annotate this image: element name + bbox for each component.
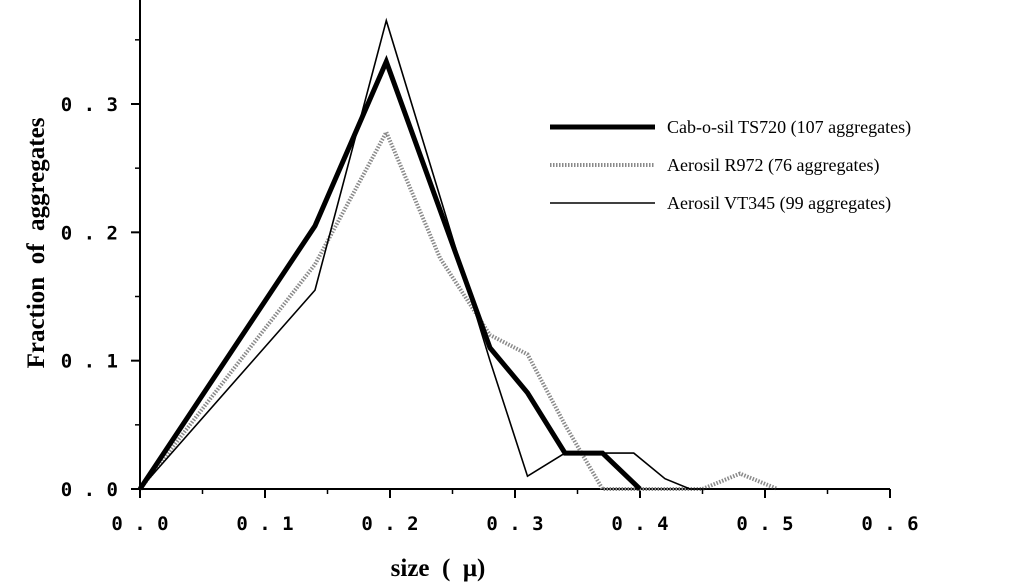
x-tick-label: 0 . 3	[486, 513, 543, 535]
y-tick-label: 0 . 0	[61, 479, 118, 501]
series-line	[139, 17, 859, 490]
axes: 0 . 0 0 . 1 0 . 2 0 . 3 0 . 4 0 . 5 0 . 6 0 . …	[61, 0, 919, 535]
x-ticks: 0 . 0 0 . 1 0 . 2 0 . 3 0 . 4 0 . 5 0 . 6	[111, 489, 919, 535]
y-tick-label: 0 . 2	[61, 222, 118, 244]
series-line	[137, 54, 642, 491]
y-tick-label: 0 . 1	[61, 351, 118, 373]
x-tick-label: 0 . 1	[236, 513, 293, 535]
x-tick-label: 0 . 0	[111, 513, 168, 535]
x-tick-label: 0 . 4	[611, 513, 668, 535]
x-tick-label: 0 . 5	[736, 513, 793, 535]
legend-label: Aerosil R972 (76 aggregates)	[667, 155, 879, 176]
y-axis-title: Fraction of aggregates	[23, 117, 50, 368]
x-axis-title: size ( μ)	[391, 555, 486, 582]
legend-label: Cab-o-sil TS720 (107 aggregates)	[667, 117, 911, 138]
y-tick-label: 0 . 3	[61, 94, 118, 116]
legend-label: Aerosil VT345 (99 aggregates)	[667, 193, 891, 214]
series-layer	[137, 17, 859, 491]
x-tick-label: 0 . 6	[861, 513, 918, 535]
y-ticks: 0 . 0 0 . 1 0 . 2 0 . 3	[61, 39, 140, 501]
legend: Cab-o-sil TS720 (107 aggregates) Aerosil …	[550, 117, 911, 214]
x-tick-label: 0 . 2	[361, 513, 418, 535]
series-line	[138, 127, 779, 491]
